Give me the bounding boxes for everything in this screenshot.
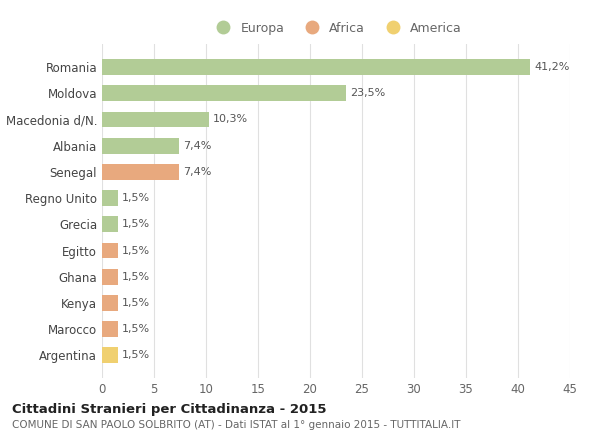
Bar (102, 138, 179, 154)
Text: 1,5%: 1,5% (122, 193, 150, 203)
Text: 1,5%: 1,5% (122, 324, 150, 334)
Text: 1,5%: 1,5% (122, 298, 150, 308)
Bar (102, 164, 179, 180)
Text: 1,5%: 1,5% (122, 350, 150, 360)
Text: 1,5%: 1,5% (122, 272, 150, 282)
Text: COMUNE DI SAN PAOLO SOLBRITO (AT) - Dati ISTAT al 1° gennaio 2015 - TUTTITALIA.I: COMUNE DI SAN PAOLO SOLBRITO (AT) - Dati… (12, 420, 461, 430)
Text: 7,4%: 7,4% (183, 141, 211, 150)
Text: Cittadini Stranieri per Cittadinanza - 2015: Cittadini Stranieri per Cittadinanza - 2… (12, 403, 326, 416)
Text: 23,5%: 23,5% (350, 88, 386, 98)
Text: 10,3%: 10,3% (213, 114, 248, 125)
Text: 1,5%: 1,5% (122, 246, 150, 256)
Bar (102, 242, 118, 258)
Bar (102, 59, 530, 75)
Text: 41,2%: 41,2% (535, 62, 570, 72)
Legend: Europa, Africa, America: Europa, Africa, America (205, 17, 467, 40)
Text: 7,4%: 7,4% (183, 167, 211, 177)
Bar (102, 190, 118, 206)
Bar (102, 216, 118, 232)
Bar (102, 348, 118, 363)
Bar (102, 269, 118, 285)
Bar (102, 321, 118, 337)
Bar (102, 112, 209, 127)
Bar (102, 85, 346, 101)
Text: 1,5%: 1,5% (122, 219, 150, 229)
Bar (102, 295, 118, 311)
